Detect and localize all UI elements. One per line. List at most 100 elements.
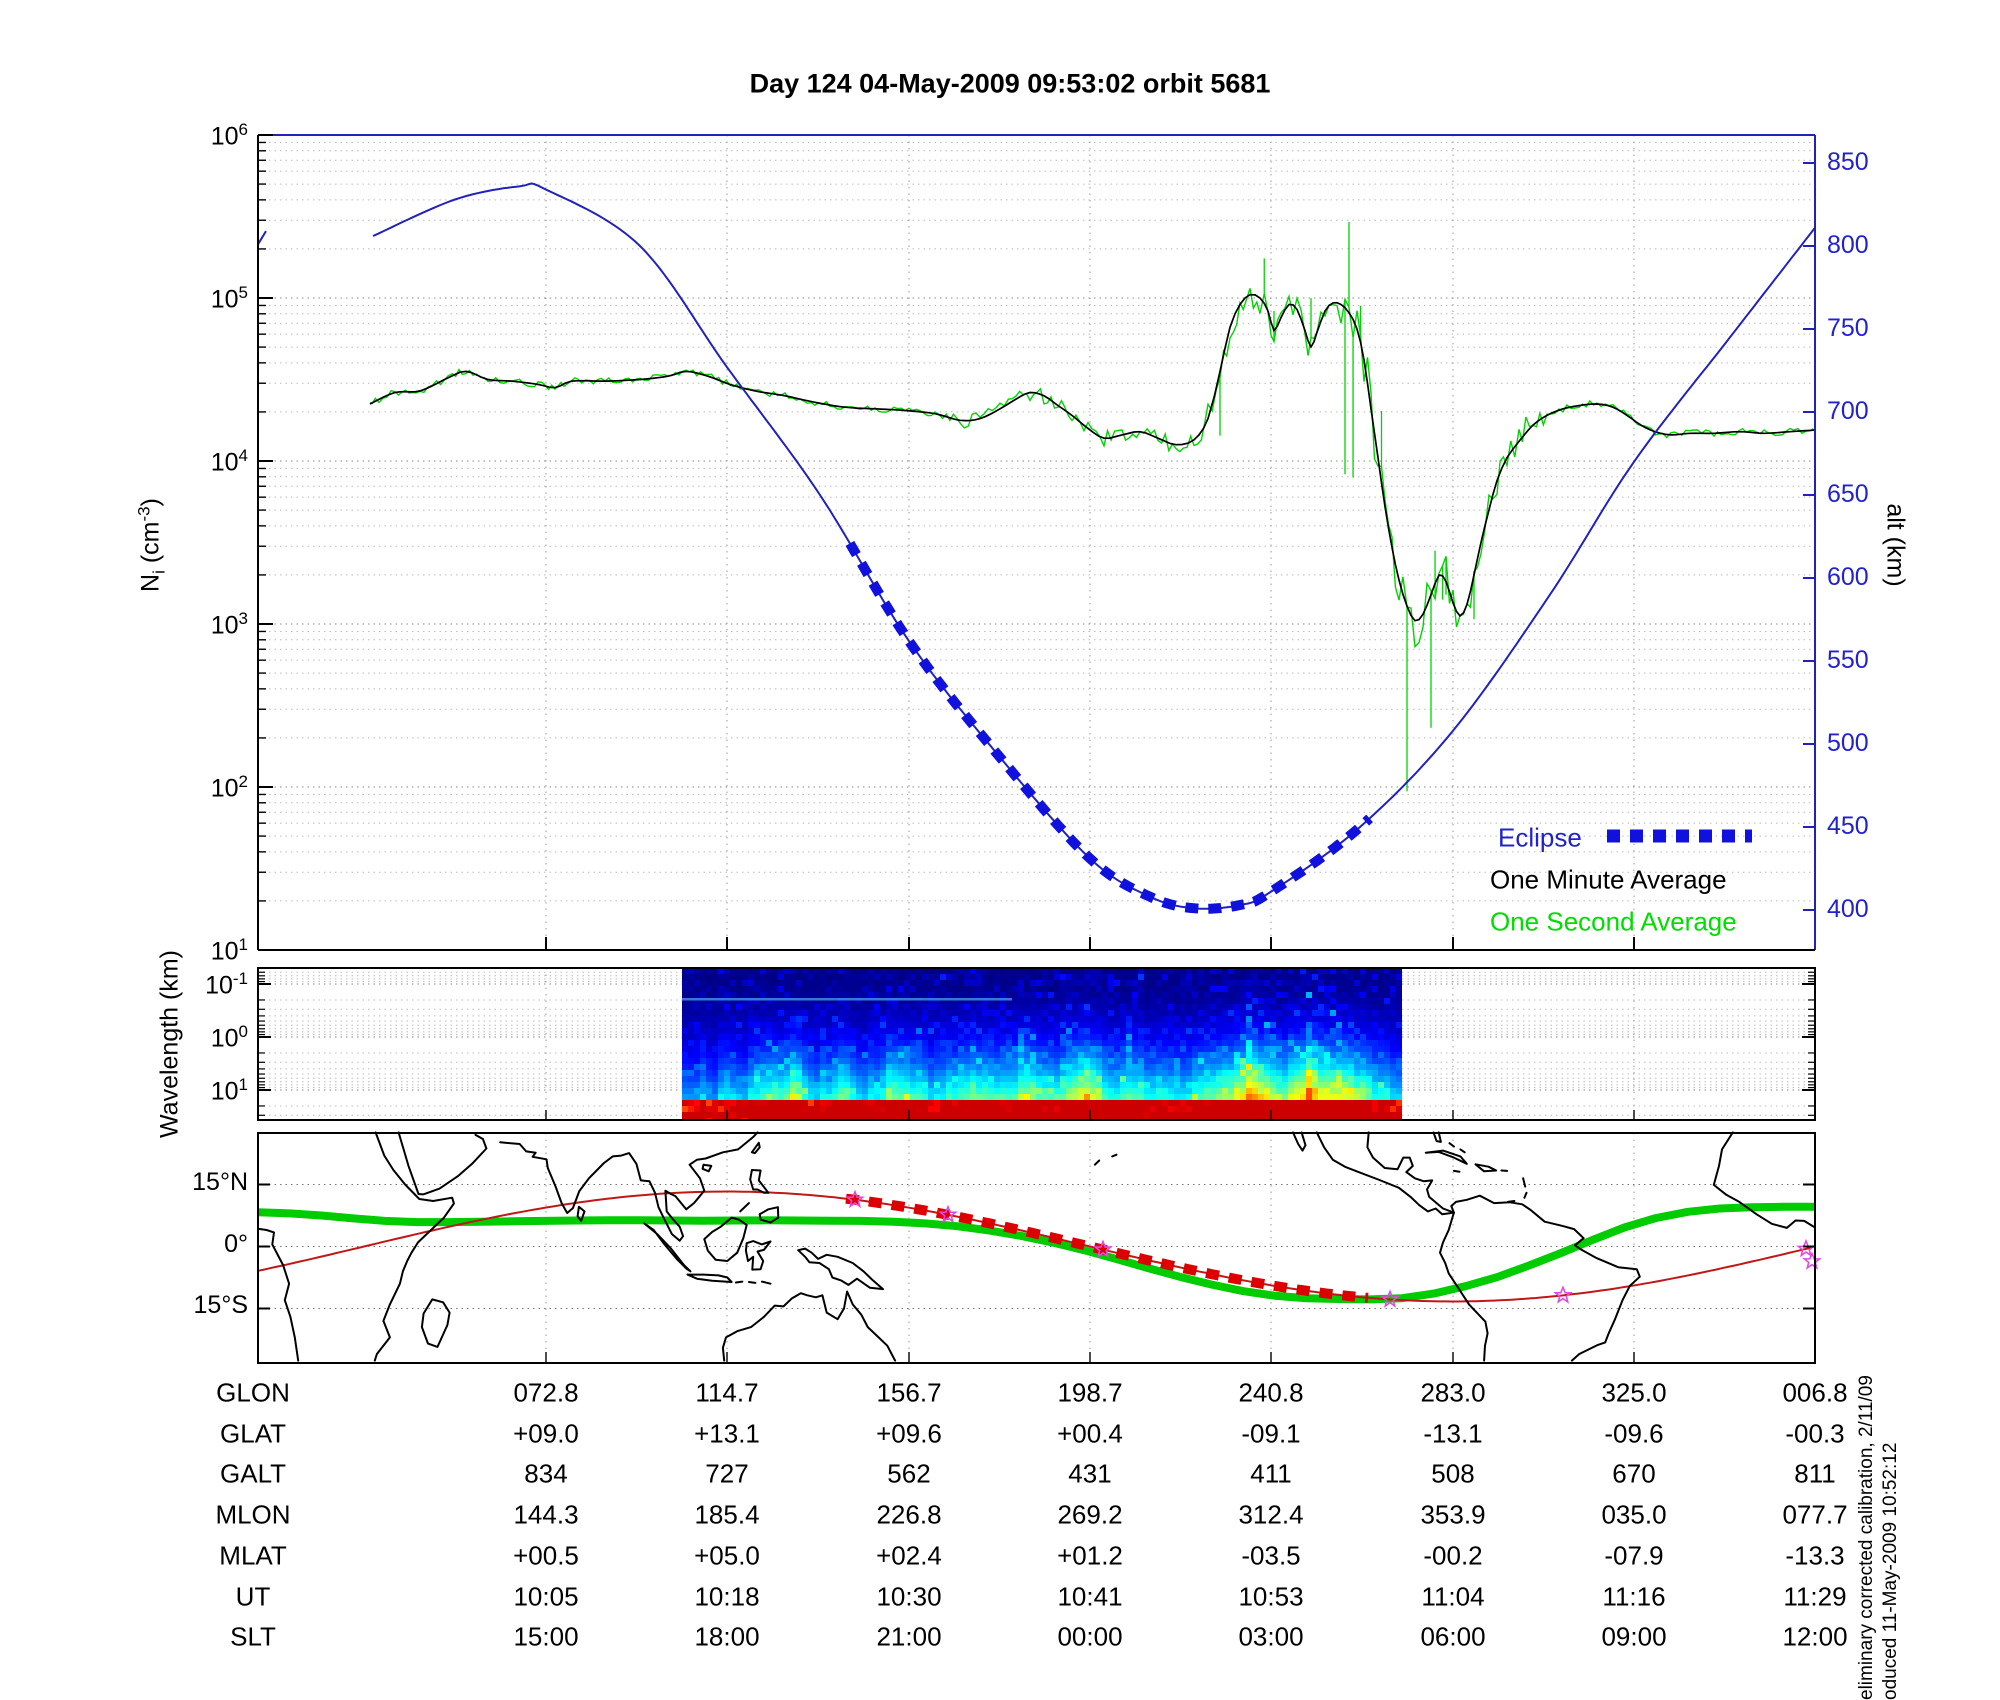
ni-tick-label: 101 (210, 935, 248, 966)
star-icon (1553, 1285, 1573, 1304)
gridlines (258, 134, 1815, 1363)
ni-tick-label: 102 (210, 772, 248, 803)
table-row-label: MLON (215, 1499, 291, 1530)
legend-one-minute-label: One Minute Average (1490, 864, 1727, 895)
legend-one-second-label: One Second Average (1490, 906, 1737, 937)
ni-axis-label: Ni (cm-3) (134, 498, 169, 592)
star-icon (845, 1189, 865, 1209)
table-cell: 12:00 (1782, 1621, 1848, 1652)
table-cell: 156.7 (876, 1377, 942, 1408)
star-icon (1380, 1289, 1400, 1308)
table-cell: 144.3 (513, 1499, 579, 1530)
table-cell: 811 (1794, 1458, 1836, 1489)
ni-tick-label: 105 (210, 283, 248, 314)
table-cell: 198.7 (1057, 1377, 1123, 1408)
table-cell: 562 (887, 1458, 931, 1489)
table-cell: 269.2 (1057, 1499, 1123, 1530)
alt-tick-label: 450 (1827, 812, 1869, 840)
table-cell: 10:30 (876, 1581, 942, 1611)
table-cell: 114.7 (695, 1377, 759, 1408)
map-lat-label: 0° (224, 1229, 248, 1258)
table-cell: 727 (705, 1458, 749, 1489)
alt-tick-label: 500 (1827, 729, 1869, 757)
orbit-marker-stars (845, 1189, 1822, 1308)
world-map (257, 1190, 1815, 1304)
table-cell: 00:00 (1057, 1621, 1123, 1652)
wavelength-tick-label: 10-1 (205, 969, 248, 1000)
table-cell: 283.0 (1420, 1377, 1486, 1408)
table-cell: -00.3 (1785, 1418, 1845, 1449)
wavelength-axis-label: Wavelength (km) (155, 949, 184, 1139)
table-cell: +02.4 (876, 1540, 942, 1571)
table-cell: 21:00 (876, 1621, 942, 1652)
alt-tick-label: 650 (1827, 480, 1869, 508)
alt-tick-label: 800 (1827, 231, 1869, 259)
table-cell: -09.1 (1241, 1418, 1301, 1449)
table-cell: 03:00 (1238, 1621, 1304, 1652)
table-cell: +00.5 (513, 1540, 579, 1571)
table-cell: 11:16 (1602, 1581, 1666, 1611)
table-cell: 834 (524, 1458, 568, 1489)
table-cell: -09.6 (1604, 1418, 1664, 1449)
table-cell: 10:05 (513, 1581, 579, 1611)
table-cell: +09.0 (513, 1418, 579, 1449)
table-cell: 312.4 (1238, 1499, 1304, 1530)
ni-tick-label: 106 (210, 120, 248, 151)
table-cell: 035.0 (1601, 1499, 1667, 1530)
wavelength-tick-label: 101 (210, 1075, 248, 1106)
table-row-label: MLAT (219, 1540, 287, 1571)
table-cell: -03.5 (1241, 1540, 1301, 1571)
table-cell: +09.6 (876, 1418, 942, 1449)
table-cell: -13.1 (1423, 1418, 1483, 1449)
ni-tick-label: 104 (210, 446, 248, 477)
table-cell: 431 (1068, 1458, 1112, 1489)
star-icon (1093, 1239, 1113, 1258)
table-cell: +01.2 (1057, 1540, 1123, 1571)
footnote-line2: Produced 11-May-2009 10:52:12 (1880, 1442, 1901, 1700)
ni-tick-label: 103 (210, 609, 248, 640)
table-cell: 11:04 (1421, 1581, 1485, 1611)
table-row-label: GLAT (220, 1418, 286, 1449)
page-title: Day 124 04-May-2009 09:53:02 orbit 5681 (749, 68, 1271, 99)
table-row-label: UT (235, 1581, 271, 1611)
alt-axis-label: alt (km) (1881, 503, 1910, 587)
map-lat-label: 15°S (193, 1291, 248, 1320)
alt-tick-label: 850 (1827, 148, 1869, 176)
alt-tick-label: 400 (1827, 895, 1869, 923)
top-chart (257, 182, 1816, 914)
star-icon (1802, 1251, 1822, 1270)
star-icon (938, 1204, 958, 1224)
table-cell: 11:29 (1783, 1581, 1847, 1611)
table-cell: 508 (1431, 1458, 1475, 1489)
table-cell: 325.0 (1601, 1377, 1667, 1408)
table-cell: -13.3 (1785, 1540, 1845, 1571)
alt-tick-label: 550 (1827, 646, 1869, 674)
table-cell: 353.9 (1420, 1499, 1486, 1530)
map-lat-label: 15°N (192, 1167, 248, 1196)
wavelength-tick-label: 100 (210, 1022, 248, 1053)
table-cell: 240.8 (1238, 1377, 1304, 1408)
alt-tick-label: 750 (1827, 314, 1869, 342)
spectrogram (682, 968, 1402, 1120)
coastlines (257, 1131, 1816, 1362)
legend-eclipse-label: Eclipse (1498, 822, 1582, 853)
table-cell: 06:00 (1420, 1621, 1486, 1652)
table-cell: 226.8 (876, 1499, 942, 1530)
table-row-label: GALT (220, 1458, 286, 1489)
table-cell: +05.0 (694, 1540, 760, 1571)
table-cell: 15:00 (513, 1621, 579, 1652)
table-cell: 670 (1612, 1458, 1656, 1489)
table-cell: 185.4 (694, 1499, 760, 1530)
table-cell: -00.2 (1423, 1540, 1483, 1571)
table-cell: 006.8 (1782, 1377, 1848, 1408)
table-cell: +13.1 (694, 1418, 760, 1449)
footnote-line1: Preliminary corrected calibration, 2/11/… (1856, 1375, 1877, 1700)
table-cell: 411 (1250, 1458, 1292, 1489)
table-cell: +00.4 (1057, 1418, 1123, 1449)
alt-tick-label: 700 (1827, 397, 1869, 425)
alt-tick-label: 600 (1827, 563, 1869, 591)
table-cell: 18:00 (694, 1621, 760, 1652)
table-row-label: GLON (216, 1377, 290, 1408)
